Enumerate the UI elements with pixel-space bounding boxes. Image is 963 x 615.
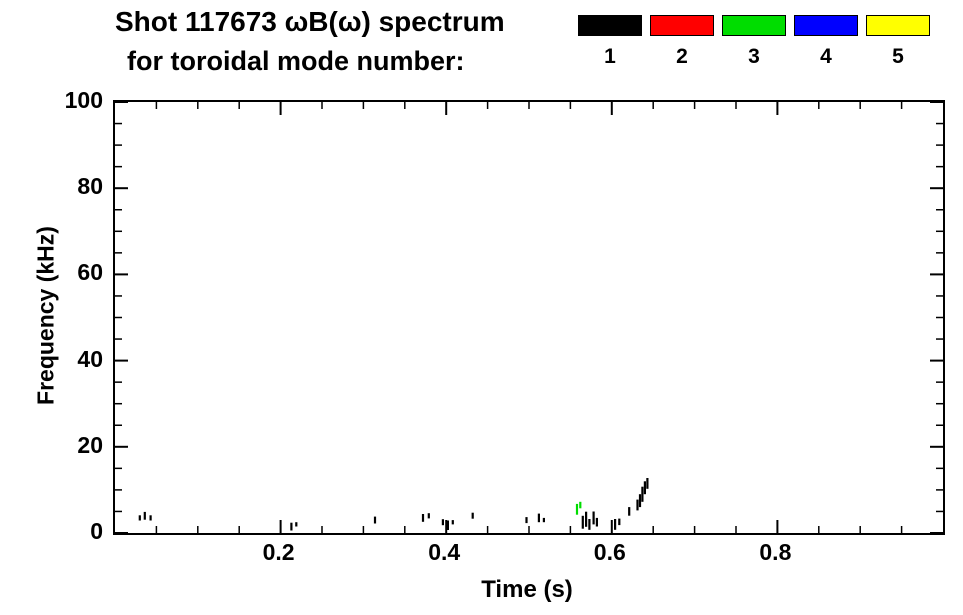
legend-item-mode-4: 4 <box>794 15 858 69</box>
y-tick-label: 0 <box>90 518 103 544</box>
legend-mode-number: 4 <box>820 45 832 68</box>
y-tick-label: 60 <box>77 259 103 286</box>
plot-canvas <box>115 102 943 533</box>
y-tick-label: 80 <box>77 173 103 200</box>
spectrum-data-mark <box>537 513 540 523</box>
spectrum-data-mark <box>441 519 444 526</box>
legend-mode-number: 5 <box>892 45 904 68</box>
spectrum-data-mark <box>451 520 454 525</box>
x-tick-label: 0.2 <box>262 539 295 565</box>
spectrum-data-mark <box>149 515 152 521</box>
spectrum-data-mark <box>636 499 639 511</box>
legend-color-swatch <box>578 15 642 36</box>
legend-color-swatch <box>866 15 930 36</box>
chart-subtitle: for toroidal mode number: <box>127 46 465 76</box>
spectrum-data-mark <box>373 516 377 524</box>
y-axis-label: Frequency (kHz) <box>32 226 59 405</box>
x-tick-label: 0.4 <box>428 539 461 565</box>
spectrum-data-mark <box>143 511 146 520</box>
x-axis-label: Time (s) <box>481 576 573 603</box>
x-tick-label: 0.8 <box>759 539 792 565</box>
spectrum-data-mark <box>595 517 598 527</box>
legend-mode-number: 3 <box>748 45 760 68</box>
legend-color-swatch <box>722 15 786 36</box>
y-tick-label: 40 <box>77 345 103 372</box>
legend-mode-number: 1 <box>604 45 616 68</box>
spectrum-data-mark <box>588 519 591 530</box>
spectrum-data-mark <box>446 520 449 530</box>
spectrum-data-mark <box>646 478 649 489</box>
spectrum-data-mark <box>581 515 584 529</box>
spectrum-data-mark <box>290 522 293 531</box>
legend-mode-number: 2 <box>676 45 688 68</box>
legend-item-mode-1: 1 <box>578 15 642 69</box>
spectrum-data-mark <box>618 518 621 526</box>
spectrum-data-mark <box>628 507 631 516</box>
y-tick-label: 100 <box>64 87 103 113</box>
spectrum-data-mark <box>542 517 545 523</box>
y-tick-label: 20 <box>77 431 103 458</box>
spectrum-data-mark <box>427 513 430 519</box>
spectrum-data-mark <box>579 501 582 509</box>
legend-item-mode-3: 3 <box>722 15 786 69</box>
chart-title: Shot 117673 ωB(ω) spectrum <box>115 6 505 37</box>
spectrum-data-mark <box>641 486 644 502</box>
spectrum-data-mark <box>575 503 579 515</box>
legend-item-mode-2: 2 <box>650 15 714 69</box>
plot-area <box>113 100 945 535</box>
spectrum-data-mark <box>643 481 646 495</box>
legend-item-mode-5: 5 <box>866 15 930 69</box>
spectrum-data-mark <box>471 512 474 519</box>
x-tick-label: 0.6 <box>593 539 626 565</box>
spectrum-data-mark <box>614 519 617 530</box>
spectrum-data-mark <box>585 511 588 527</box>
spectrum-data-mark <box>295 522 298 527</box>
spectrum-data-mark <box>592 511 595 525</box>
spectrum-data-mark <box>525 517 528 524</box>
mode-number-legend: 1 2 3 4 5 <box>578 15 930 69</box>
spectrum-data-mark <box>421 514 425 522</box>
spectrum-data-mark <box>638 494 642 508</box>
spectrum-data-mark <box>138 515 141 521</box>
legend-color-swatch <box>794 15 858 36</box>
legend-color-swatch <box>650 15 714 36</box>
